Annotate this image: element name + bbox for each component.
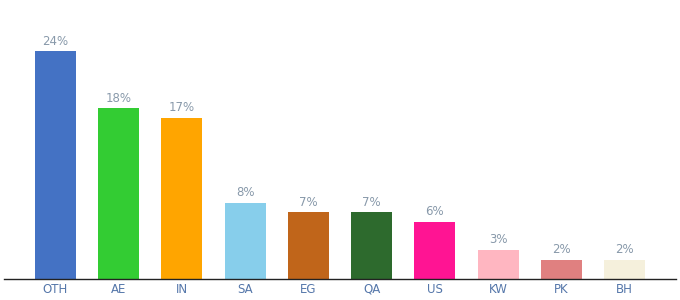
Bar xyxy=(288,212,329,279)
Bar xyxy=(541,260,582,279)
Text: 6%: 6% xyxy=(426,205,444,218)
Text: 18%: 18% xyxy=(105,92,131,104)
Bar xyxy=(477,250,519,279)
Bar xyxy=(351,212,392,279)
Bar xyxy=(35,52,76,279)
Text: 17%: 17% xyxy=(169,101,195,114)
Text: 3%: 3% xyxy=(489,233,507,247)
Text: 7%: 7% xyxy=(362,196,381,208)
Bar xyxy=(161,118,203,279)
Text: 24%: 24% xyxy=(42,35,68,48)
Bar xyxy=(604,260,645,279)
Text: 2%: 2% xyxy=(615,243,634,256)
Bar xyxy=(98,108,139,279)
Text: 2%: 2% xyxy=(552,243,571,256)
Bar xyxy=(224,203,266,279)
Text: 8%: 8% xyxy=(236,186,254,199)
Text: 7%: 7% xyxy=(299,196,318,208)
Bar xyxy=(414,222,456,279)
